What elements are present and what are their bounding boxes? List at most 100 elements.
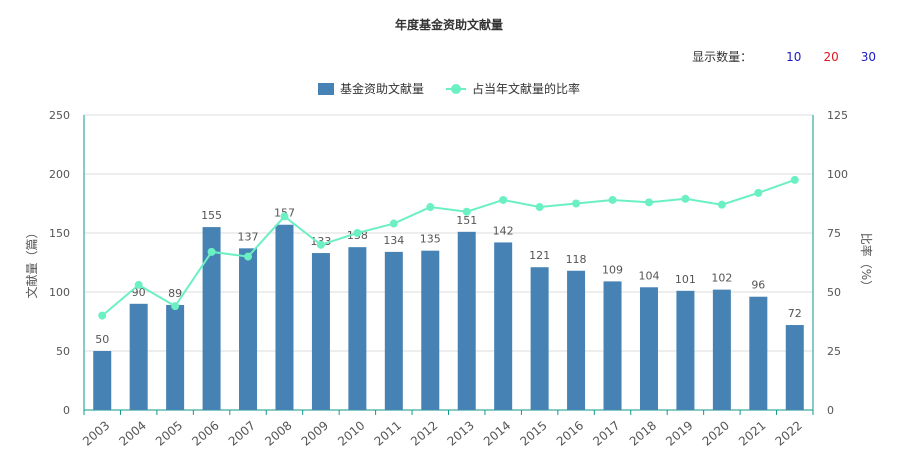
- y-tick-label-right: 0: [827, 404, 834, 417]
- ratio-point: [754, 188, 763, 197]
- x-tick-label: 2007: [226, 418, 258, 448]
- y-tick-label-left: 0: [63, 404, 70, 417]
- ratio-point: [681, 194, 690, 203]
- y-tick-label-left: 150: [49, 227, 70, 240]
- x-tick-label: 2019: [663, 418, 695, 448]
- legend-item-line[interactable]: 占当年文献量的比率: [446, 80, 580, 97]
- bar-value-label: 142: [493, 224, 514, 237]
- bar: [749, 296, 768, 410]
- bar-value-label: 121: [529, 249, 550, 262]
- y-axis-title-right: 比率（%）: [859, 233, 874, 292]
- ratio-point: [389, 219, 398, 228]
- ratio-point: [572, 199, 581, 208]
- bar: [639, 287, 658, 410]
- bar-value-label: 96: [751, 279, 765, 292]
- bar-value-label: 135: [420, 233, 441, 246]
- x-tick-label: 2015: [517, 418, 549, 448]
- display-count-option-30[interactable]: 30: [860, 49, 876, 64]
- ratio-point: [207, 247, 216, 256]
- bar: [530, 267, 549, 410]
- ratio-point: [280, 212, 289, 221]
- y-tick-label-right: 75: [827, 227, 841, 240]
- chart-title: 年度基金资助文献量: [394, 18, 503, 32]
- bar: [311, 253, 330, 410]
- display-count-option-10[interactable]: 10: [786, 49, 802, 64]
- bar-value-label: 72: [788, 307, 802, 320]
- x-tick-label: 2014: [481, 418, 513, 448]
- bar-value-label: 104: [638, 269, 659, 282]
- x-tick-label: 2003: [80, 418, 112, 448]
- bar: [239, 248, 258, 410]
- ratio-point: [353, 229, 362, 237]
- y-tick-label-right: 50: [827, 286, 841, 299]
- bar-value-label: 137: [238, 230, 259, 243]
- x-tick-label: 2022: [773, 418, 805, 448]
- ratio-point: [244, 252, 253, 261]
- x-tick-label: 2020: [700, 418, 732, 448]
- y-tick-label-left: 50: [56, 345, 70, 358]
- ratio-point: [316, 240, 325, 249]
- legend-bar-label: 基金资助文献量: [339, 82, 424, 96]
- ratio-point: [462, 207, 471, 216]
- x-tick-label: 2012: [408, 418, 440, 448]
- bar: [603, 281, 622, 410]
- ratio-point: [98, 311, 107, 320]
- bar: [166, 304, 185, 410]
- legend-line-swatch: [446, 83, 466, 95]
- bar-value-label: 102: [711, 272, 732, 285]
- bar: [93, 351, 112, 410]
- bar: [421, 250, 440, 410]
- bar: [457, 231, 476, 410]
- x-tick-label: 2006: [189, 418, 221, 448]
- bar: [275, 224, 294, 410]
- y-tick-label-left: 100: [49, 286, 70, 299]
- x-tick-label: 2016: [554, 418, 586, 448]
- bar-value-label: 134: [383, 234, 404, 247]
- bar-value-label: 109: [602, 263, 623, 276]
- bar-value-label: 155: [201, 209, 222, 222]
- ratio-point: [717, 200, 726, 209]
- bar: [202, 227, 221, 410]
- ratio-point: [644, 198, 653, 207]
- bar-value-label: 89: [168, 287, 182, 300]
- ratio-point: [171, 302, 180, 311]
- y-tick-label-right: 125: [827, 109, 848, 122]
- y-tick-label-left: 200: [49, 168, 70, 181]
- ratio-point: [134, 280, 143, 289]
- y-axis-title-left: 文献量（篇）: [24, 226, 39, 298]
- x-tick-label: 2021: [736, 418, 768, 448]
- ratio-point: [790, 175, 799, 184]
- bar-value-label: 118: [566, 253, 587, 266]
- bar: [494, 242, 513, 410]
- x-tick-label: 2005: [153, 418, 185, 448]
- ratio-point: [426, 203, 435, 212]
- x-tick-label: 2009: [299, 418, 331, 448]
- bar: [676, 290, 695, 410]
- x-tick-label: 2011: [372, 418, 404, 448]
- bar: [785, 325, 804, 410]
- y-tick-label-right: 100: [827, 168, 848, 181]
- display-count-selector: 显示数量： 10 20 30: [692, 48, 876, 65]
- x-tick-label: 2013: [445, 418, 477, 448]
- legend-bar-swatch: [317, 82, 334, 95]
- display-count-option-20[interactable]: 20: [823, 49, 839, 64]
- bar-value-label: 151: [456, 214, 477, 227]
- legend-line-label: 占当年文献量的比率: [472, 82, 581, 96]
- y-tick-label-right: 25: [827, 345, 841, 358]
- x-tick-label: 2004: [116, 418, 148, 448]
- bar: [348, 247, 367, 410]
- display-count-label: 显示数量：: [692, 50, 753, 64]
- bar: [129, 303, 148, 410]
- y-tick-label-left: 250: [49, 109, 70, 122]
- ratio-point: [608, 195, 617, 204]
- ratio-point: [499, 195, 508, 204]
- legend-item-bar[interactable]: 基金资助文献量: [317, 80, 424, 97]
- x-tick-label: 2017: [590, 418, 622, 448]
- ratio-point: [535, 203, 544, 212]
- x-tick-label: 2008: [262, 418, 294, 448]
- x-tick-label: 2010: [335, 418, 367, 448]
- bar-value-label: 50: [95, 333, 109, 346]
- ratio-line: [101, 178, 796, 317]
- bar-value-label: 101: [675, 273, 696, 286]
